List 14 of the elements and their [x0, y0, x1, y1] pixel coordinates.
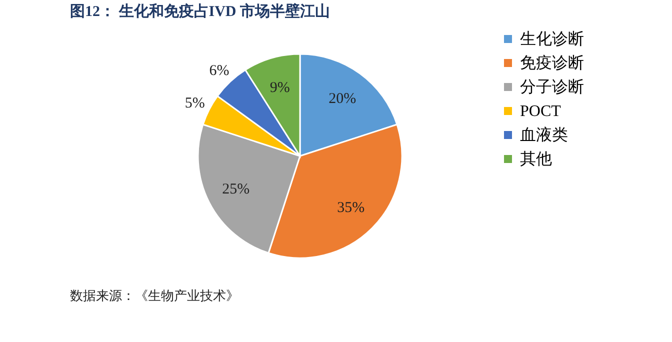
data-label: 25% — [222, 182, 250, 198]
legend-label: 其他 — [520, 150, 552, 168]
chart-title: 图12： 生化和免疫占IVD 市场半壁江山 — [70, 2, 330, 20]
data-label: 20% — [328, 90, 356, 107]
legend-label: 分子诊断 — [520, 78, 584, 96]
data-label: 6% — [209, 62, 230, 79]
legend-label: 免疫诊断 — [520, 54, 584, 72]
data-label: 9% — [270, 80, 290, 96]
legend-label: 血液类 — [520, 126, 568, 144]
data-label: 35% — [337, 200, 365, 216]
source-note: 数据来源：《生物产业技术》 — [70, 288, 239, 303]
legend-label: 生化诊断 — [520, 30, 584, 48]
data-label: 5% — [184, 95, 205, 112]
legend-label: POCT — [520, 103, 562, 120]
